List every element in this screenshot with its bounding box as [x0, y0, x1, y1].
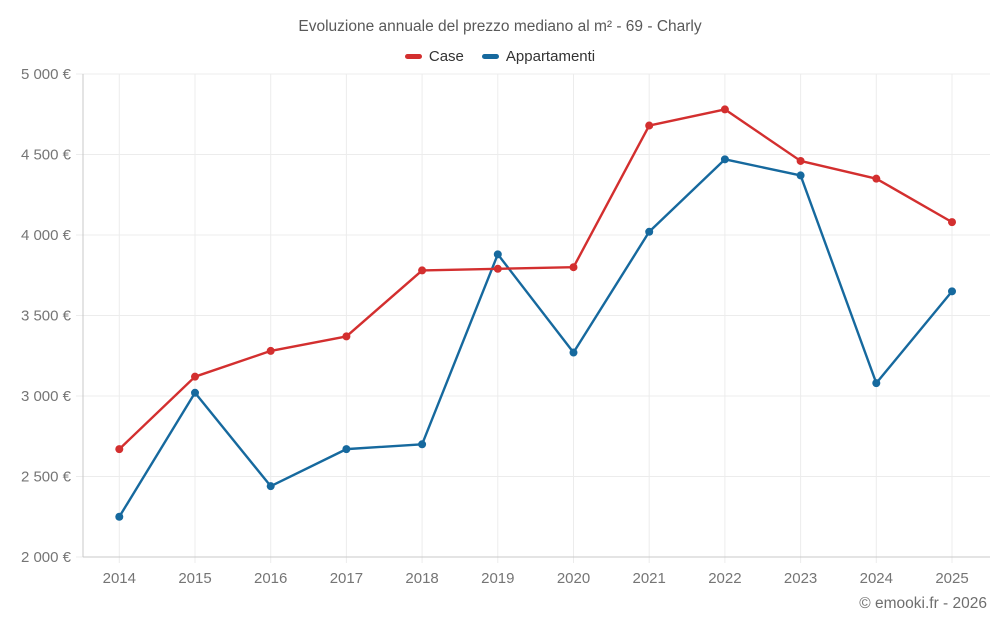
- data-point-appartamenti-2021[interactable]: [645, 227, 654, 236]
- y-tick-label: 3 500 €: [21, 308, 72, 325]
- data-point-appartamenti-2019[interactable]: [493, 250, 502, 259]
- x-tick-label: 2019: [481, 570, 514, 587]
- y-tick-label: 2 500 €: [21, 469, 72, 486]
- data-point-appartamenti-2020[interactable]: [569, 348, 578, 357]
- data-point-case-2015[interactable]: [191, 372, 199, 381]
- x-tick-label: 2017: [330, 570, 363, 587]
- legend-swatch-case-icon: [404, 54, 422, 59]
- chart-title: Evoluzione annuale del prezzo mediano al…: [298, 18, 702, 35]
- x-tick-label: 2015: [178, 570, 211, 587]
- x-tick-label: 2020: [557, 570, 590, 587]
- series-line-appartamenti: [118, 158, 954, 518]
- x-tick-label: 2021: [633, 570, 666, 587]
- data-point-case-2018[interactable]: [418, 266, 427, 275]
- x-tick-label: 2014: [103, 570, 136, 587]
- data-point-appartamenti-2023[interactable]: [796, 171, 805, 180]
- data-point-appartamenti-2016[interactable]: [266, 482, 275, 491]
- series-line-case: [118, 108, 954, 451]
- y-tick-label: 4 500 €: [21, 147, 72, 164]
- data-point-case-2014[interactable]: [115, 445, 124, 454]
- x-tick-label: 2025: [935, 570, 968, 587]
- y-tick-label: 3 000 €: [21, 388, 72, 405]
- data-point-case-2021[interactable]: [645, 121, 654, 130]
- data-point-case-2022[interactable]: [720, 105, 729, 114]
- y-tick-label: 5 000 €: [21, 66, 72, 83]
- x-tick-label: 2023: [784, 570, 817, 587]
- legend-item-case[interactable]: Case: [404, 48, 464, 65]
- data-point-case-2020[interactable]: [569, 263, 578, 272]
- data-point-case-2019[interactable]: [493, 264, 502, 273]
- credit-text: © emooki.fr - 2026: [859, 595, 987, 612]
- data-point-case-2023[interactable]: [796, 156, 805, 165]
- x-tick-label: 2024: [860, 570, 893, 587]
- data-point-appartamenti-2017[interactable]: [342, 445, 351, 454]
- chart-legend: Case Appartamenti: [0, 48, 1000, 65]
- data-point-case-2024[interactable]: [872, 174, 881, 183]
- data-point-appartamenti-2022[interactable]: [720, 155, 729, 164]
- data-point-appartamenti-2024[interactable]: [872, 379, 881, 388]
- data-point-appartamenti-2015[interactable]: [191, 388, 199, 397]
- x-tick-label: 2018: [405, 570, 438, 587]
- data-point-case-2016[interactable]: [266, 346, 275, 355]
- data-point-appartamenti-2025[interactable]: [948, 287, 956, 296]
- legend-swatch-appartamenti-icon: [481, 54, 499, 59]
- data-point-case-2025[interactable]: [948, 218, 956, 227]
- data-point-appartamenti-2014[interactable]: [115, 512, 124, 521]
- x-tick-label: 2022: [708, 570, 741, 587]
- y-tick-label: 4 000 €: [21, 227, 72, 244]
- legend-label-appartamenti: Appartamenti: [505, 48, 596, 65]
- data-point-appartamenti-2018[interactable]: [418, 440, 427, 449]
- x-tick-label: 2016: [254, 570, 287, 587]
- legend-label-case: Case: [428, 48, 464, 65]
- data-point-case-2017[interactable]: [342, 332, 351, 341]
- y-tick-label: 2 000 €: [21, 549, 72, 566]
- legend-item-appartamenti[interactable]: Appartamenti: [481, 48, 596, 65]
